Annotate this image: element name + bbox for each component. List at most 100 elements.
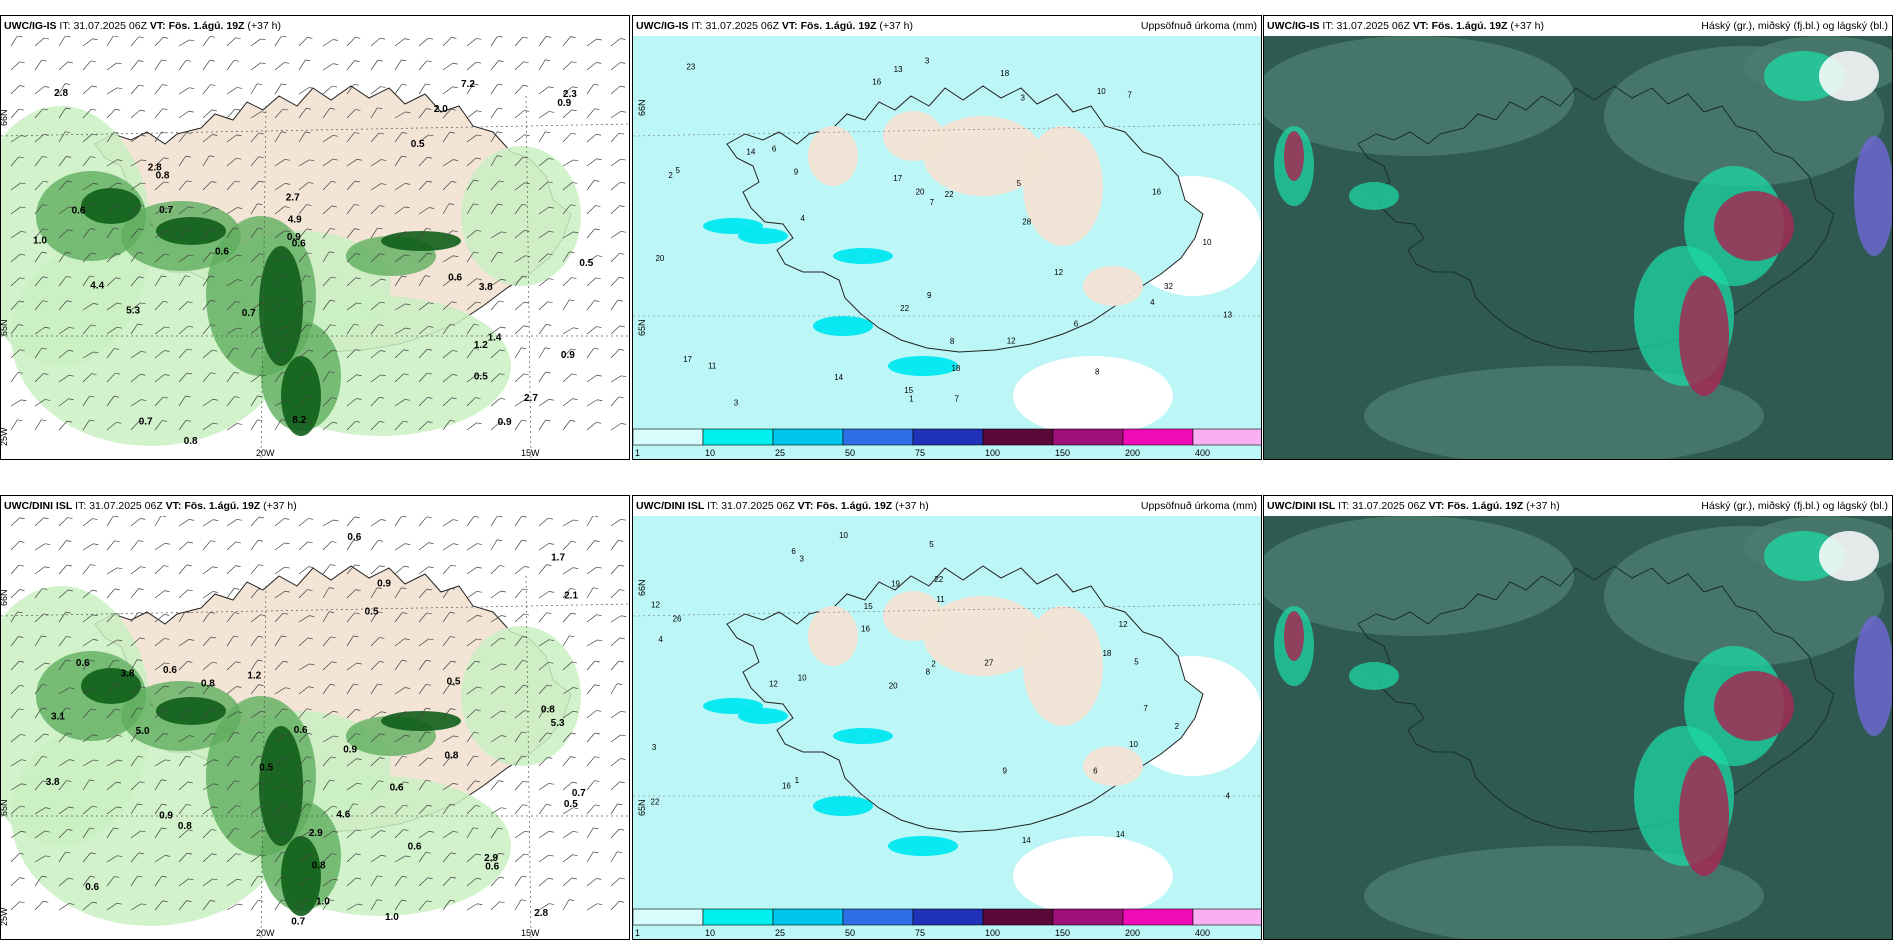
wind-barb xyxy=(250,156,264,167)
precip-value: 5.0 xyxy=(136,726,150,737)
wind-barb xyxy=(442,350,458,359)
precip-amount: 16 xyxy=(1152,188,1161,197)
wind-barb xyxy=(298,663,315,671)
wind-barb xyxy=(250,374,266,383)
wind-barb xyxy=(154,759,171,767)
wind-barb xyxy=(538,804,552,815)
wind-barb xyxy=(10,182,26,191)
wind-barb xyxy=(202,900,216,911)
panel-cloud: UWC/IG-IS IT: 31.07.2025 06Z VT: Fös. 1.… xyxy=(1263,15,1893,460)
wind-barb xyxy=(250,830,266,839)
wind-barb xyxy=(418,207,435,215)
wind-barb xyxy=(154,131,167,143)
precip-area-light xyxy=(461,146,581,286)
wind-barb xyxy=(418,421,433,431)
wind-barb xyxy=(274,348,289,359)
precip-area-dark xyxy=(156,697,226,725)
wind-barb xyxy=(130,251,144,263)
wind-barb xyxy=(490,852,505,863)
precip-value: 0.7 xyxy=(242,308,256,319)
wind-barb xyxy=(178,419,192,431)
wind-barb xyxy=(34,326,51,335)
wind-barb xyxy=(274,590,290,599)
wind-barb xyxy=(370,660,385,671)
wind-barb xyxy=(370,159,387,167)
precip-amount: 14 xyxy=(1022,836,1031,845)
precip-area-dark xyxy=(381,711,461,731)
wind-barb xyxy=(586,756,600,767)
wind-barb xyxy=(322,39,339,47)
precip-value: 7.2 xyxy=(461,79,475,90)
wind-barb xyxy=(298,87,315,95)
wind-barb xyxy=(178,206,194,215)
wind-barb xyxy=(10,253,26,263)
panel-precip: UWC/IG-IS IT: 31.07.2025 06Z VT: Fös. 1.… xyxy=(632,15,1262,460)
wind-barb xyxy=(130,399,147,407)
wind-barb xyxy=(130,830,146,839)
wind-barb xyxy=(514,588,528,599)
longitude-line xyxy=(260,585,267,939)
wind-barb xyxy=(82,805,98,815)
precip-value: 2.1 xyxy=(564,591,578,602)
wind-barb xyxy=(58,398,74,407)
wind-barb xyxy=(10,611,23,623)
wind-barb xyxy=(154,84,168,95)
wind-barb xyxy=(610,38,626,47)
precip-value: 0.7 xyxy=(139,416,153,427)
wind-barb xyxy=(418,275,431,287)
wind-barb xyxy=(34,780,48,791)
precip-value: 0.6 xyxy=(72,205,86,216)
wind-barb xyxy=(10,636,24,647)
wind-barb xyxy=(322,611,335,623)
wind-barb xyxy=(610,518,626,527)
wind-barb xyxy=(130,159,147,167)
wind-barb xyxy=(250,588,264,599)
wind-barb xyxy=(514,182,530,191)
wind-barb xyxy=(418,659,432,671)
grid-label: 15W xyxy=(521,448,540,458)
wind-barb xyxy=(490,901,505,911)
wind-barb xyxy=(82,659,96,671)
wind-barb xyxy=(154,326,170,335)
wind-barb xyxy=(562,807,579,815)
wind-barb xyxy=(586,804,600,815)
valid-time: Fös. 1.ágú. 19Z xyxy=(816,500,893,512)
wind-barb xyxy=(514,660,528,671)
wind-barb xyxy=(538,782,555,791)
wind-barb xyxy=(250,710,266,719)
precip-value: 2.9 xyxy=(484,853,498,864)
wind-barb xyxy=(10,759,27,767)
wind-barb xyxy=(322,397,337,407)
wind-barb xyxy=(610,85,626,95)
wind-barb xyxy=(10,589,25,599)
model-name: UWC/IG-IS xyxy=(1267,20,1320,32)
wind-barb xyxy=(394,231,411,239)
wind-barb xyxy=(106,781,122,791)
colorbar-tick: 25 xyxy=(775,928,785,938)
wind-barb xyxy=(298,59,311,71)
wind-barb xyxy=(298,421,313,431)
wind-barb xyxy=(82,852,96,863)
wind-barb xyxy=(442,86,458,95)
wind-barb xyxy=(34,733,49,743)
wind-barb xyxy=(130,637,145,647)
wind-barb xyxy=(586,38,602,47)
wind-barb xyxy=(466,397,481,407)
wind-barb xyxy=(370,421,385,431)
wind-barb xyxy=(538,684,553,695)
wind-barb xyxy=(586,614,602,623)
wind-barb xyxy=(106,302,122,311)
wind-barb xyxy=(442,803,456,815)
wind-barb xyxy=(154,374,170,383)
wind-barb xyxy=(178,900,192,911)
wind-barb xyxy=(58,61,73,71)
wind-barb xyxy=(418,83,431,95)
wind-barb xyxy=(370,830,386,839)
wind-barb xyxy=(58,83,71,95)
wind-barb xyxy=(298,541,313,551)
grid-label: 20W xyxy=(256,928,275,938)
wind-barb xyxy=(34,180,49,191)
wind-barb xyxy=(202,684,216,695)
wind-barb xyxy=(322,541,337,551)
wind-barb xyxy=(274,230,290,239)
